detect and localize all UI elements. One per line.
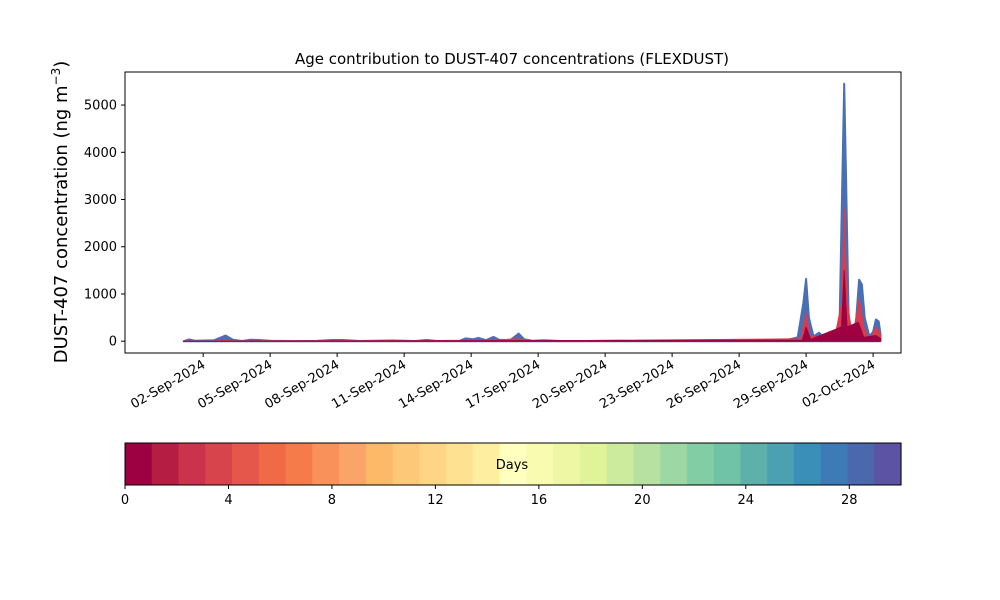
- x-tick-label: 29-Sep-2024: [731, 357, 811, 412]
- x-tick-label: 17-Sep-2024: [463, 357, 543, 412]
- colorbar-segment: [125, 443, 153, 485]
- colorbar-segment: [686, 443, 715, 485]
- colorbar: [124, 442, 902, 486]
- y-tick-label: 0: [109, 335, 117, 350]
- colorbar-segment: [339, 443, 367, 485]
- colorbar-segment: [365, 443, 394, 485]
- colorbar-segment: [847, 443, 875, 485]
- y-tick-label: 4000: [84, 146, 117, 161]
- colorbar-segment: [392, 443, 420, 485]
- y-tick-label: 5000: [84, 99, 117, 114]
- colorbar-tick-label: 24: [738, 493, 755, 508]
- colorbar-tick-label: 0: [121, 493, 129, 508]
- colorbar-segment: [820, 443, 849, 485]
- colorbar-segment: [579, 443, 608, 485]
- x-tick-label: 08-Sep-2024: [262, 357, 342, 412]
- colorbar-segment: [205, 443, 233, 485]
- x-tick-label: 26-Sep-2024: [664, 357, 744, 412]
- y-tick-label: 1000: [84, 287, 117, 302]
- x-tick-label: 20-Sep-2024: [530, 357, 610, 412]
- colorbar-tick-label: 4: [224, 493, 232, 508]
- chart-title: Age contribution to DUST-407 concentrati…: [295, 50, 729, 68]
- colorbar-segment: [606, 443, 635, 485]
- y-tick-label: 3000: [84, 193, 117, 208]
- x-tick-label: 23-Sep-2024: [597, 357, 677, 412]
- colorbar-segment: [472, 443, 501, 485]
- colorbar-frame: [124, 442, 902, 486]
- colorbar-label: Days: [496, 458, 529, 473]
- colorbar-segment: [446, 443, 474, 485]
- x-tick-label: 14-Sep-2024: [396, 357, 476, 412]
- colorbar-segment: [151, 443, 180, 485]
- colorbar-segment: [285, 443, 313, 485]
- x-tick-label: 11-Sep-2024: [329, 357, 409, 412]
- colorbar-tick-label: 12: [427, 493, 444, 508]
- colorbar-segment: [633, 443, 661, 485]
- colorbar-tick-label: 8: [328, 493, 336, 508]
- colorbar-segment: [660, 443, 688, 485]
- colorbar-segment: [258, 443, 287, 485]
- colorbar-segment: [526, 443, 554, 485]
- colorbar-tick-label: 16: [531, 493, 548, 508]
- colorbar-segment: [874, 443, 902, 485]
- series-area-youngest: [183, 269, 881, 342]
- series-area-young: [183, 208, 881, 342]
- y-tick-label: 2000: [84, 240, 117, 255]
- x-tick-label: 05-Sep-2024: [195, 357, 275, 412]
- colorbar-segment: [499, 443, 527, 485]
- colorbar-segment: [232, 443, 260, 485]
- colorbar-segment: [767, 443, 795, 485]
- x-axis: 02-Sep-202405-Sep-202408-Sep-202411-Sep-…: [128, 353, 878, 412]
- x-tick-label: 02-Sep-2024: [128, 357, 208, 412]
- y-axis-label: DUST-407 concentration (ng m−3): [49, 61, 72, 364]
- plot-layer: [182, 82, 882, 343]
- colorbar-segment: [419, 443, 447, 485]
- colorbar-segment: [793, 443, 822, 485]
- y-axis: 0 1000 2000 3000 4000 5000: [84, 99, 125, 350]
- colorbar-segment: [713, 443, 742, 485]
- colorbar-tick-label: 28: [841, 493, 858, 508]
- colorbar-ticks: 0 4 8 12 16 20 24 28: [121, 485, 858, 508]
- colorbar-segment: [312, 443, 340, 485]
- plot-frame: [124, 71, 902, 354]
- colorbar-segment: [178, 443, 206, 485]
- x-tick-label: 02-Oct-2024: [800, 357, 878, 411]
- colorbar-segment: [740, 443, 768, 485]
- series-area-total: [182, 82, 882, 343]
- colorbar-tick-label: 20: [634, 493, 651, 508]
- colorbar-segment: [553, 443, 581, 485]
